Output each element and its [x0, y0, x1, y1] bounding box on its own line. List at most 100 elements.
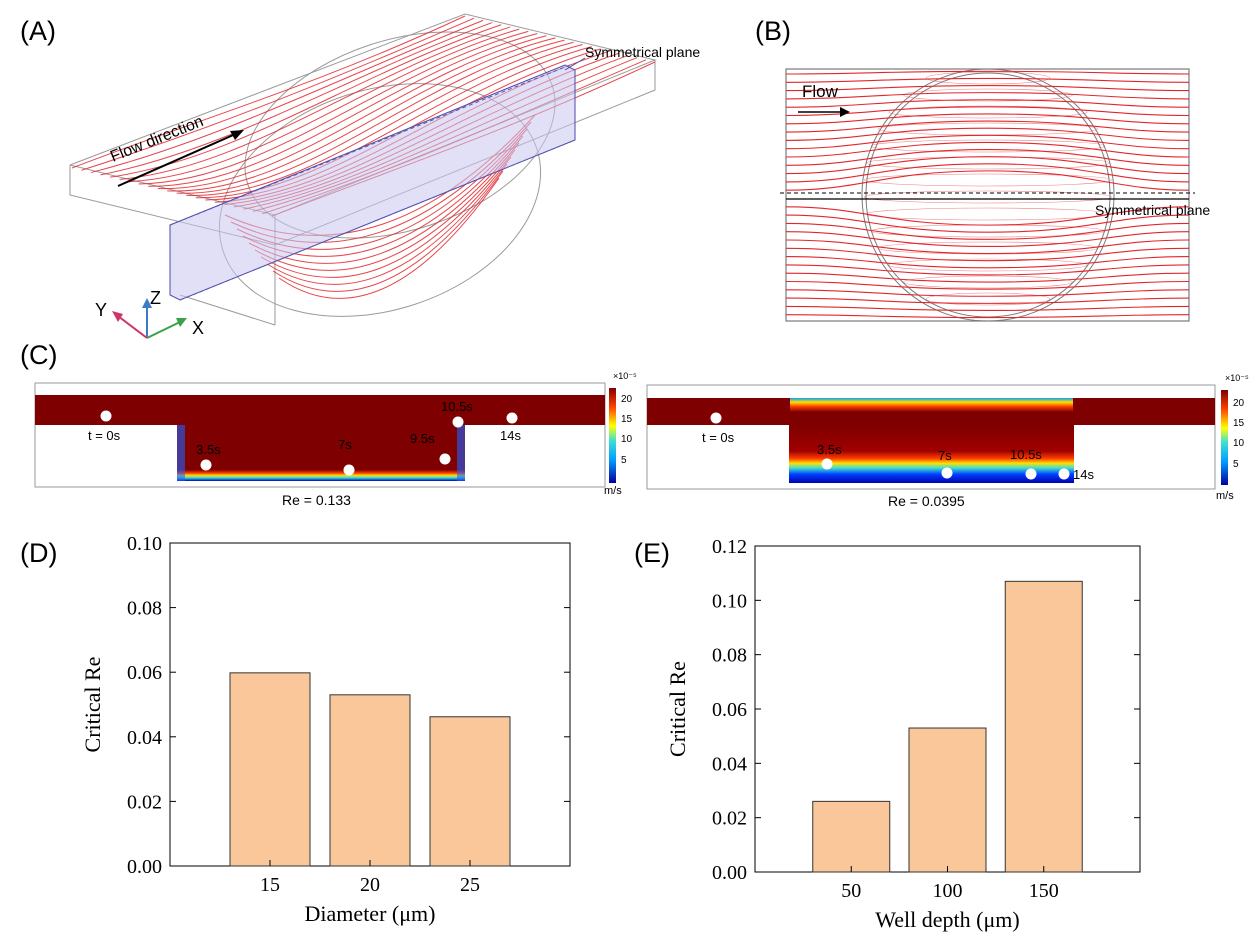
panel-a-3d-figure — [69, 13, 657, 339]
panel-label-c: (C) — [20, 340, 58, 370]
a-streamline — [167, 37, 556, 192]
c-left-cbar-exp: ×10⁻⁵ — [613, 371, 637, 381]
y-tick-label: 0.06 — [127, 662, 162, 684]
c-left-label-3-5s: 3.5s — [196, 442, 221, 457]
a-streamline — [186, 41, 574, 196]
b-well-loop — [878, 241, 1098, 255]
b-streamline — [785, 256, 1190, 269]
b-well-loop — [925, 292, 1051, 306]
c-right-cbar-unit: m/s — [1216, 490, 1234, 502]
b-streamline — [785, 92, 1190, 100]
panel-b-top-view — [780, 68, 1195, 322]
a-well-streamline — [278, 177, 500, 299]
b-well-loop — [903, 88, 1073, 102]
a-streamline — [176, 39, 565, 194]
y-tick-label: 0.00 — [712, 862, 747, 884]
b-streamline — [785, 113, 1190, 125]
panel-label-d: (D) — [20, 538, 58, 568]
a-streamline — [148, 33, 538, 187]
x-tick-label: 50 — [841, 880, 861, 902]
c-right-cbar-5: 5 — [1233, 459, 1239, 470]
c-right-label-t0: t = 0s — [702, 430, 735, 445]
panel-label-b: (B) — [755, 16, 791, 46]
c-right-cbar-exp: ×10⁻⁵ — [1225, 373, 1249, 383]
a-streamline — [81, 17, 475, 171]
b-streamline — [785, 141, 1190, 158]
y-tick-label: 0.00 — [127, 856, 162, 878]
b-well-loop — [866, 156, 1110, 170]
b-streamline — [785, 222, 1190, 240]
a-streamline — [195, 43, 583, 199]
y-tick-label: 0.10 — [127, 533, 162, 555]
bar-150 — [1004, 580, 1083, 873]
y-tick-label: 0.10 — [712, 590, 747, 612]
c-left-cbar-10: 10 — [621, 434, 633, 445]
b-streamline — [785, 239, 1190, 255]
b-well-loop — [870, 224, 1106, 238]
x-tick-label: 100 — [933, 880, 963, 902]
x-tick-label: 150 — [1029, 880, 1059, 902]
a-well-streamline — [266, 163, 508, 285]
b-streamline — [785, 170, 1190, 191]
b-streamline — [785, 99, 1190, 108]
b-well-loop — [878, 122, 1098, 136]
c-left-label-t0: t = 0s — [88, 428, 121, 443]
b-streamline — [785, 77, 1190, 83]
y-tick-label: 0.02 — [127, 791, 162, 813]
b-streamline — [785, 231, 1190, 248]
c-left-label-14s: 14s — [500, 428, 521, 443]
b-streamline — [785, 148, 1190, 166]
panel-label-a: (A) — [20, 16, 56, 46]
b-well-loop — [863, 173, 1113, 187]
b-well-loop — [888, 258, 1088, 272]
c-right-re: Re = 0.0395 — [888, 493, 965, 509]
b-streamline — [785, 134, 1190, 150]
b-well-loop — [870, 139, 1106, 153]
c-left-re: Re = 0.133 — [282, 492, 351, 508]
y-tick-label: 0.08 — [127, 598, 162, 620]
b-streamline — [785, 272, 1190, 283]
c-left-label-7s: 7s — [338, 437, 352, 452]
y-tick-label: 0.04 — [127, 727, 162, 749]
y-tick-label: 0.12 — [712, 536, 747, 558]
c-right-cbar-10: 10 — [1233, 438, 1245, 449]
x-tick-label: 25 — [460, 874, 480, 896]
a-streamline — [119, 26, 511, 180]
panel-c-velocity-fields — [34, 382, 1228, 490]
a-streamline — [157, 35, 547, 190]
a-axis-z: Z — [150, 288, 161, 308]
c-right-label-3-5s: 3.5s — [817, 442, 842, 457]
y-tick-label: 0.02 — [712, 808, 747, 830]
b-well-loop — [866, 207, 1110, 221]
b-streamline — [785, 314, 1190, 319]
b-streamline — [785, 127, 1190, 141]
b-streamline — [785, 120, 1190, 133]
a-streamline — [90, 19, 484, 174]
b-streamline — [785, 264, 1190, 276]
bar-20 — [329, 694, 411, 867]
b-streamline — [785, 297, 1190, 304]
a-streamline — [100, 22, 493, 176]
b-streamline — [785, 305, 1190, 312]
a-streamline — [71, 15, 466, 169]
c-right-cbar-15: 15 — [1233, 418, 1245, 429]
b-streamline — [785, 84, 1190, 92]
b-streamline — [785, 163, 1190, 183]
bar-100 — [908, 727, 987, 873]
a-axis-x: X — [192, 318, 205, 338]
a-well-streamline — [254, 149, 516, 271]
b-well-loop — [903, 275, 1073, 289]
b-well-loop — [888, 105, 1088, 119]
a-streamline — [138, 30, 529, 185]
a-streamline — [129, 28, 520, 183]
c-left-cbar-unit: m/s — [604, 485, 622, 497]
c-left-cbar-5: 5 — [621, 455, 627, 466]
a-well-streamline — [272, 170, 504, 292]
x-tick-label: 15 — [260, 874, 280, 896]
c-left-label-10-5s: 10.5s — [441, 399, 473, 414]
b-streamline — [785, 280, 1190, 290]
b-well-loop — [863, 190, 1113, 204]
c-right-label-10-5s: 10.5s — [1010, 447, 1042, 462]
panel-label-e: (E) — [634, 538, 670, 568]
